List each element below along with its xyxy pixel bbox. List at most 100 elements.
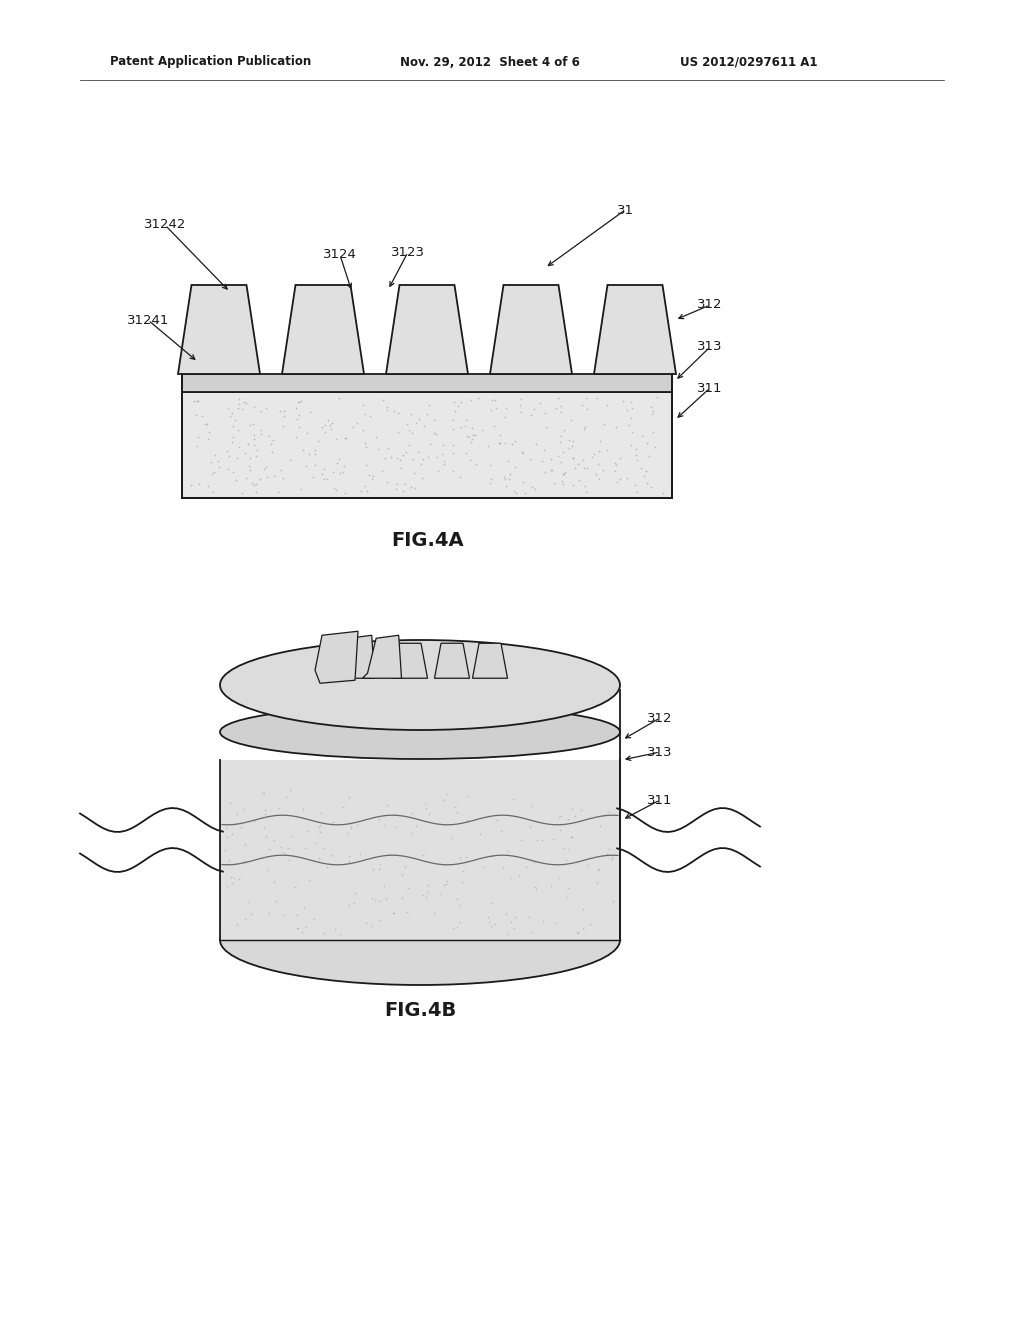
Point (224, 432, 241, 453)
Point (612, 469, 629, 490)
Point (489, 809, 506, 830)
Point (504, 433, 520, 454)
Point (305, 467, 322, 488)
Point (301, 870, 317, 891)
Point (554, 837, 570, 858)
Point (502, 463, 518, 484)
Point (502, 867, 518, 888)
Point (483, 892, 500, 913)
Point (311, 814, 328, 836)
Point (312, 803, 329, 824)
Point (317, 421, 334, 442)
Point (218, 441, 234, 462)
Point (307, 440, 324, 461)
Point (575, 898, 592, 919)
Point (313, 417, 330, 438)
Point (459, 809, 475, 830)
Point (225, 462, 242, 483)
Point (513, 829, 529, 850)
Point (420, 874, 436, 895)
Point (591, 441, 607, 462)
Point (341, 787, 357, 808)
Point (553, 805, 569, 826)
Point (503, 911, 519, 932)
Point (418, 886, 434, 907)
Point (624, 421, 640, 442)
Point (404, 449, 421, 470)
Point (496, 467, 512, 488)
Point (538, 403, 554, 424)
Point (253, 424, 269, 445)
Point (291, 392, 307, 413)
Point (621, 414, 637, 436)
Point (182, 475, 199, 496)
Point (607, 454, 624, 475)
Point (347, 883, 364, 904)
Point (490, 432, 507, 453)
Point (197, 413, 213, 434)
Point (549, 388, 565, 409)
Point (609, 471, 626, 492)
Point (463, 432, 479, 453)
Point (645, 401, 662, 422)
Point (326, 478, 342, 499)
Point (421, 804, 437, 825)
Polygon shape (282, 285, 364, 374)
Text: 3122: 3122 (331, 661, 365, 675)
Polygon shape (220, 760, 620, 940)
Point (326, 812, 342, 833)
Polygon shape (182, 374, 672, 392)
Point (345, 417, 361, 438)
Text: FIG.4B: FIG.4B (384, 1001, 456, 1019)
Point (224, 403, 241, 424)
Point (565, 447, 582, 469)
Point (419, 447, 435, 469)
Point (433, 444, 450, 465)
Point (589, 873, 605, 894)
Point (524, 477, 541, 498)
Point (365, 466, 381, 487)
Point (570, 470, 587, 491)
Point (408, 478, 424, 499)
Point (337, 428, 353, 449)
Point (518, 857, 535, 878)
Point (487, 389, 504, 411)
Point (426, 422, 442, 444)
Point (582, 913, 598, 935)
Polygon shape (178, 285, 260, 374)
Point (219, 458, 236, 479)
Point (189, 391, 206, 412)
Point (270, 797, 287, 818)
Point (185, 391, 202, 412)
Point (294, 921, 310, 942)
Polygon shape (336, 635, 375, 678)
Point (402, 477, 419, 498)
Point (228, 447, 245, 469)
Point (189, 426, 206, 447)
Point (579, 399, 595, 420)
Point (629, 449, 645, 470)
Point (415, 449, 431, 470)
Point (204, 463, 220, 484)
Point (589, 387, 605, 408)
Point (485, 414, 502, 436)
Point (389, 403, 406, 424)
Point (462, 449, 478, 470)
Point (623, 391, 639, 412)
Point (226, 869, 243, 890)
Point (578, 417, 594, 438)
Point (544, 459, 560, 480)
Point (199, 413, 215, 434)
Point (474, 420, 490, 441)
Point (408, 814, 424, 836)
Point (402, 822, 419, 843)
Point (579, 388, 595, 409)
Point (507, 457, 523, 478)
Point (605, 890, 622, 911)
Point (356, 475, 373, 496)
Point (207, 445, 223, 466)
Point (343, 817, 359, 838)
Point (521, 907, 538, 928)
Point (554, 474, 570, 495)
Point (436, 451, 453, 473)
